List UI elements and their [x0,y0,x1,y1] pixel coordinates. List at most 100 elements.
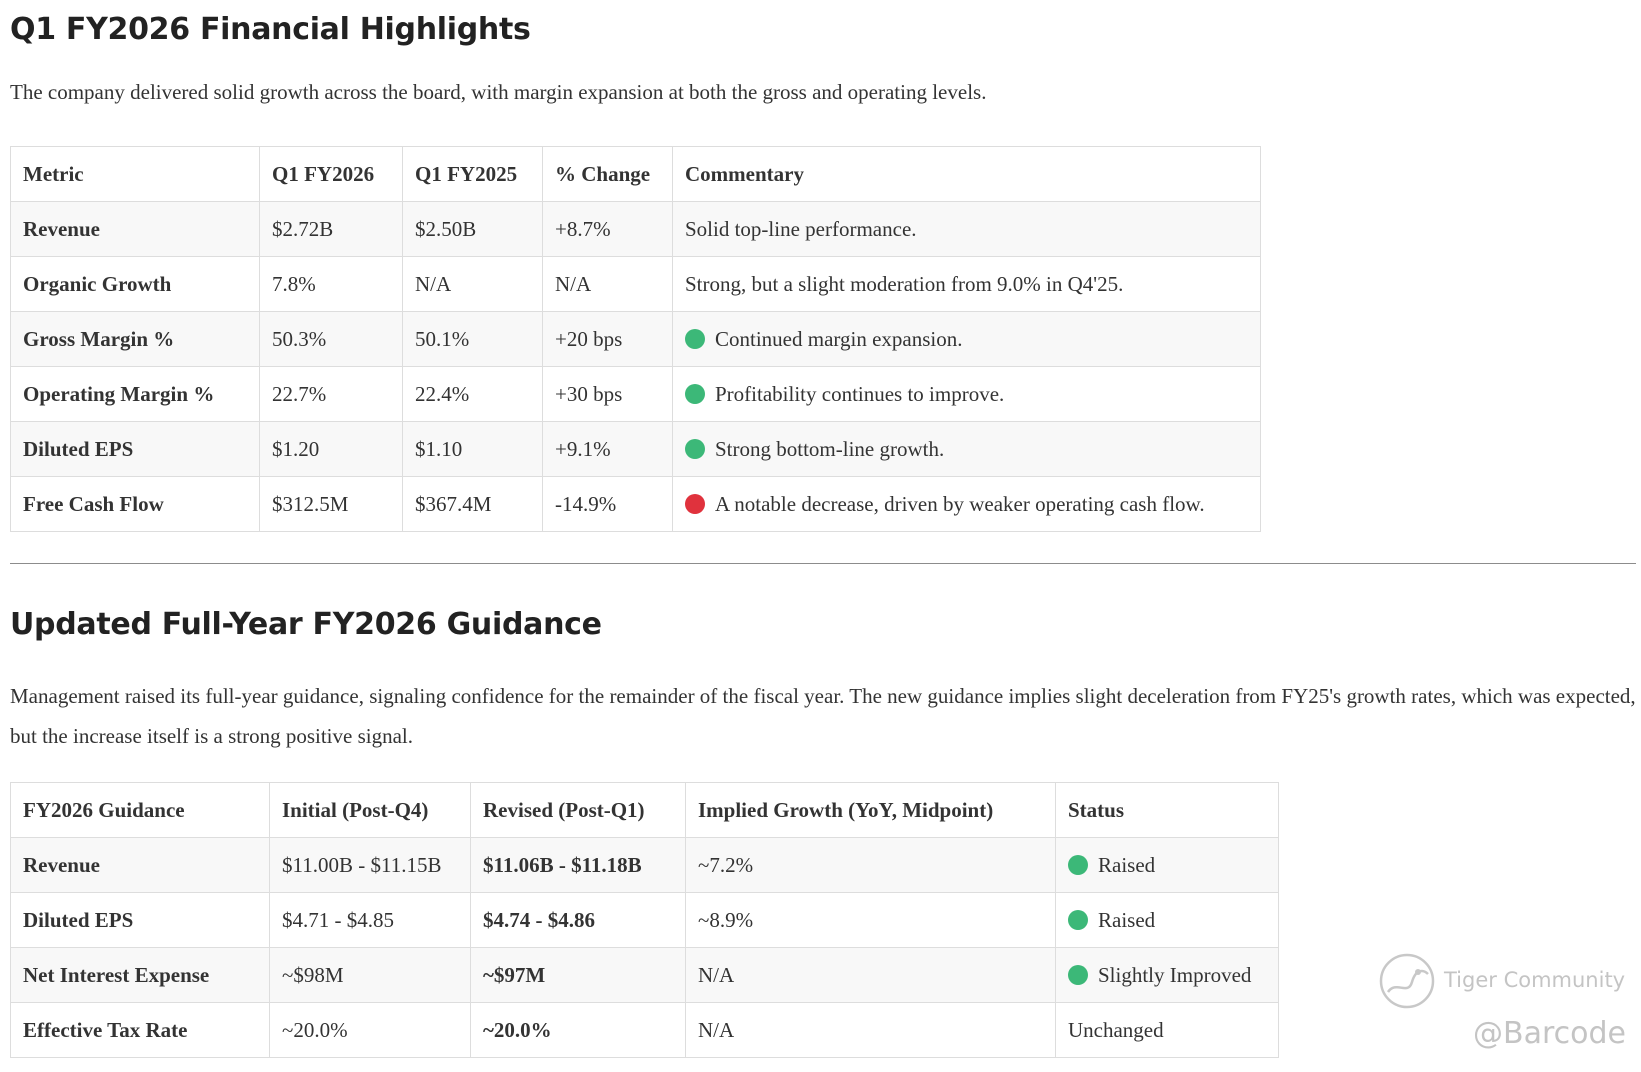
change-cell: N/A [542,256,673,312]
initial-guidance-cell: $11.00B - $11.15B [269,837,471,893]
revised-guidance-cell-text: ~20.0% [483,1017,552,1042]
watermark-community-text: Tiger Community [1444,968,1626,992]
guidance-item-cell-text: Net Interest Expense [23,962,210,987]
status-cell-text: Slightly Improved [1098,962,1252,987]
implied-growth-cell: N/A [685,1002,1056,1058]
initial-guidance-cell-text: ~20.0% [282,1017,348,1042]
q1-fy2026-cell: 50.3% [259,311,403,367]
q1-fy2025-cell-text: 22.4% [415,381,470,406]
change-cell: +9.1% [542,421,673,477]
table-row: Diluted EPS $1.20 $1.10 +9.1% Strong bottom-… [10,421,1261,477]
commentary-cell: Profitability continues to improve. [672,366,1261,422]
commentary-cell-text: Solid top-line performance. [685,216,917,241]
commentary-cell: A notable decrease, driven by weaker ope… [672,476,1261,532]
change-cell-text: N/A [555,271,592,296]
guidance-table: FY2026 Guidance Initial (Post-Q4) Revise… [10,782,1279,1058]
green-status-dot-icon [685,328,705,349]
initial-guidance-cell-text: $11.00B - $11.15B [282,852,442,877]
table-row: Organic Growth 7.8% N/A N/A Strong, but a sl… [10,256,1261,312]
q1-fy2025-cell: 50.1% [402,311,543,367]
status-cell-text: Raised [1098,852,1156,877]
implied-growth-cell-text: ~7.2% [698,852,754,877]
implied-growth-cell-text: N/A [698,1017,735,1042]
status-cell: Unchanged [1055,1002,1279,1058]
status-cell-text: Unchanged [1068,1017,1164,1042]
commentary-cell-text: Continued margin expansion. [715,326,963,351]
q1-fy2026-cell: 22.7% [259,366,403,422]
guidance-item-cell-text: Revenue [23,852,100,877]
column-header: FY2026 Guidance [10,782,270,838]
q1-fy2026-cell: $2.72B [259,201,403,257]
guidance-item-cell-text: Diluted EPS [23,907,134,932]
implied-growth-cell: ~7.2% [685,837,1056,893]
column-header: Q1 FY2025 [402,146,543,202]
change-cell-text: +8.7% [555,216,611,241]
q1-fy2025-cell-text: $2.50B [415,216,477,241]
metric-cell: Gross Margin % [10,311,260,367]
commentary-cell-text: Strong, but a slight moderation from 9.0… [685,271,1124,296]
commentary-cell: Strong, but a slight moderation from 9.0… [672,256,1261,312]
table-row: Effective Tax Rate ~20.0% ~20.0% N/A Unchang… [10,1002,1279,1058]
tiger-community-logo-icon [1379,953,1435,1009]
change-cell: +20 bps [542,311,673,367]
revised-guidance-cell: ~20.0% [470,1002,686,1058]
red-status-dot-icon [685,493,705,514]
revised-guidance-cell: ~$97M [470,947,686,1003]
commentary-cell-text: Strong bottom-line growth. [715,436,945,461]
guidance-item-cell: Effective Tax Rate [10,1002,270,1058]
q1-fy2026-cell: $1.20 [259,421,403,477]
commentary-cell-text: Profitability continues to improve. [715,381,1005,406]
metric-cell-text: Revenue [23,216,100,241]
guidance-item-cell: Net Interest Expense [10,947,270,1003]
metric-cell: Organic Growth [10,256,260,312]
metric-cell-text: Gross Margin % [23,326,175,351]
initial-guidance-cell: $4.71 - $4.85 [269,892,471,948]
q1-fy2026-cell-text: $2.72B [272,216,334,241]
guidance-item-cell-text: Effective Tax Rate [23,1017,188,1042]
green-status-dot-icon [1068,854,1088,875]
green-status-dot-icon [685,438,705,459]
section-intro-paragraph: The company delivered solid growth acros… [10,80,987,104]
change-cell-text: +9.1% [555,436,611,461]
table-row: Diluted EPS $4.71 - $4.85 $4.74 - $4.86 ~8.… [10,892,1279,948]
q1-fy2026-cell-text: 7.8% [272,271,316,296]
status-cell: Slightly Improved [1055,947,1279,1003]
column-header: Revised (Post-Q1) [470,782,686,838]
guidance-item-cell: Revenue [10,837,270,893]
q1-fy2025-cell: $1.10 [402,421,543,477]
column-header: Implied Growth (YoY, Midpoint) [685,782,1056,838]
revised-guidance-cell-text: ~$97M [483,962,546,987]
column-header: Status [1055,782,1279,838]
watermark-handle-text: @Barcode [1473,1016,1626,1051]
section-heading-financial-highlights: Q1 FY2026 Financial Highlights [10,12,531,47]
commentary-cell: Solid top-line performance. [672,201,1261,257]
financial-highlights-table: Metric Q1 FY2026 Q1 FY2025 % Change Comm… [10,146,1261,532]
implied-growth-cell-text: N/A [698,962,735,987]
column-header: Q1 FY2026 [259,146,403,202]
metric-cell: Diluted EPS [10,421,260,477]
initial-guidance-cell-text: ~$98M [282,962,344,987]
revised-guidance-cell: $11.06B - $11.18B [470,837,686,893]
q1-fy2026-cell-text: 50.3% [272,326,327,351]
change-cell-text: +30 bps [555,381,623,406]
metric-cell: Operating Margin % [10,366,260,422]
watermark: Tiger Community @Barcode [1378,952,1628,1062]
q1-fy2025-cell-text: $1.10 [415,436,463,461]
table-row: Revenue $11.00B - $11.15B $11.06B - $11.18… [10,837,1279,893]
change-cell: -14.9% [542,476,673,532]
initial-guidance-cell-text: $4.71 - $4.85 [282,907,394,932]
q1-fy2026-cell-text: 22.7% [272,381,327,406]
revised-guidance-cell: $4.74 - $4.86 [470,892,686,948]
table-row: Net Interest Expense ~$98M ~$97M N/A Slightl… [10,947,1279,1003]
column-header: % Change [542,146,673,202]
section-heading-guidance: Updated Full-Year FY2026 Guidance [10,607,602,642]
green-status-dot-icon [1068,909,1088,930]
commentary-cell-text: A notable decrease, driven by weaker ope… [715,491,1205,516]
metric-cell: Revenue [10,201,260,257]
metric-cell-text: Diluted EPS [23,436,134,461]
table-row: Revenue $2.72B $2.50B +8.7% Solid top-line p… [10,201,1261,257]
revised-guidance-cell-text: $4.74 - $4.86 [483,907,595,932]
change-cell-text: -14.9% [555,491,617,516]
q1-fy2025-cell: 22.4% [402,366,543,422]
table-row: Gross Margin % 50.3% 50.1% +20 bps Continued… [10,311,1261,367]
